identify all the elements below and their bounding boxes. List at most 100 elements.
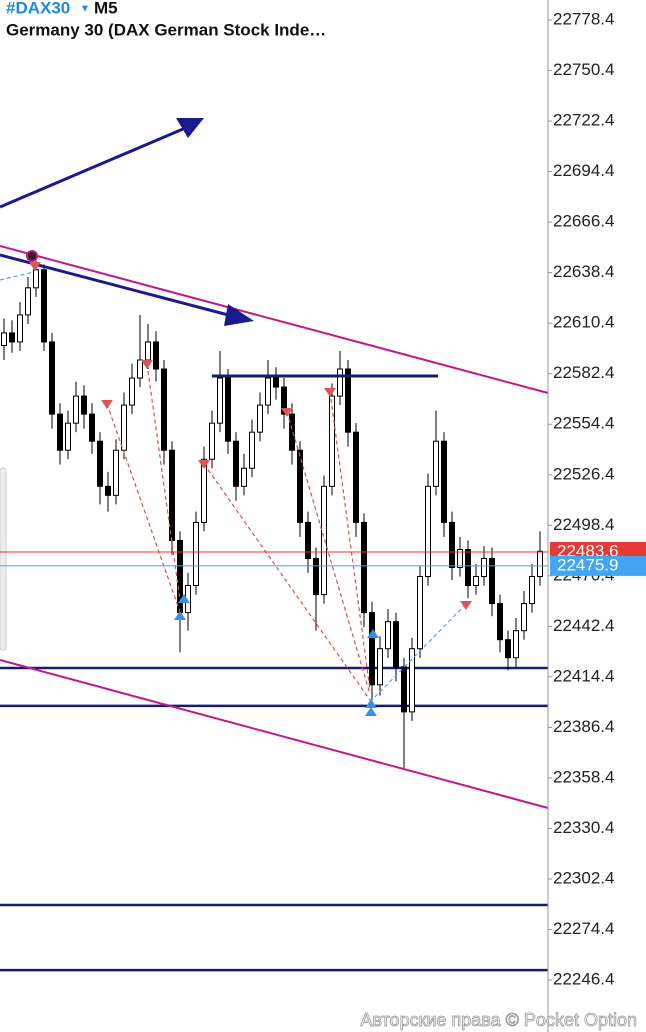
candle-body xyxy=(145,341,151,361)
candle-body xyxy=(89,413,95,442)
candle-body xyxy=(1,332,7,347)
trend-arrow xyxy=(0,253,237,319)
candle-body xyxy=(369,612,375,686)
candle-body xyxy=(521,603,527,632)
candle-body xyxy=(537,550,543,578)
candle-body xyxy=(33,269,39,289)
candle-body xyxy=(49,341,55,415)
y-tick-label: 22330.4 xyxy=(553,818,614,837)
sell-markers xyxy=(29,262,472,610)
candle-body xyxy=(345,368,351,433)
arrow-head xyxy=(224,304,254,326)
candle-body xyxy=(233,440,239,487)
candle-body xyxy=(433,440,439,487)
signal-line xyxy=(369,603,467,703)
candle-body xyxy=(225,377,231,442)
candle-body xyxy=(529,576,535,605)
timeframe[interactable]: M5 xyxy=(94,0,118,17)
candle-body xyxy=(9,332,15,343)
candle-body xyxy=(329,395,335,487)
candle-body xyxy=(489,557,495,605)
ask-label-box xyxy=(550,555,646,576)
signal-line xyxy=(0,271,35,281)
buy-markers xyxy=(174,594,379,716)
candle-body xyxy=(513,630,519,659)
bid-label: 22483.6 xyxy=(557,541,618,560)
side-panel-handle[interactable] xyxy=(0,467,7,651)
candle-body xyxy=(465,548,471,587)
candle-body xyxy=(113,449,119,496)
candle-body xyxy=(297,449,303,523)
candle-body xyxy=(417,576,423,650)
candle-body xyxy=(137,359,143,379)
y-tick-label: 22274.4 xyxy=(553,919,614,938)
y-tick-label: 22498.4 xyxy=(553,515,614,534)
y-tick-label: 22246.4 xyxy=(553,970,614,989)
candle-body xyxy=(337,368,343,397)
candle-body xyxy=(457,548,463,569)
candle-body xyxy=(401,666,407,713)
candle-body xyxy=(305,521,311,559)
channel-line xyxy=(0,659,549,809)
y-tick-label: 22666.4 xyxy=(553,212,614,231)
arrow-head xyxy=(176,118,204,138)
candle-body xyxy=(73,395,79,424)
candle-body xyxy=(385,621,391,650)
y-tick-label: 22722.4 xyxy=(553,111,614,130)
candle-body xyxy=(393,621,399,668)
trend-arrow xyxy=(0,124,191,209)
y-tick-label: 22442.4 xyxy=(553,616,614,635)
y-tick-label: 22554.4 xyxy=(553,414,614,433)
candle-body xyxy=(289,413,295,451)
candle-body xyxy=(201,458,207,523)
candle-body xyxy=(25,287,31,316)
candle-body xyxy=(81,395,87,415)
signal-lines xyxy=(106,363,371,701)
watermark: Авторские права © Pocket Option xyxy=(360,1010,637,1030)
candle-body xyxy=(313,557,319,596)
candle-body xyxy=(241,467,247,487)
candle-body xyxy=(497,603,503,641)
candle-body xyxy=(105,485,111,496)
candle-body xyxy=(209,422,215,460)
candle-body xyxy=(161,368,167,451)
y-tick-label: 22694.4 xyxy=(553,161,614,180)
candle-body xyxy=(281,386,287,415)
candle-body xyxy=(217,377,223,424)
anchor-point xyxy=(26,250,38,262)
candle-body xyxy=(321,485,327,596)
y-tick-label: 22386.4 xyxy=(553,717,614,736)
candle-body xyxy=(409,648,415,713)
candle-body xyxy=(65,422,71,451)
candle-body xyxy=(377,648,383,686)
symbol[interactable]: #DAX30 xyxy=(6,0,70,17)
candle-body xyxy=(57,413,63,451)
candle-body xyxy=(257,404,263,433)
candle-body xyxy=(193,521,199,587)
y-tick-label: 22582.4 xyxy=(553,363,614,382)
y-tick-label: 22750.4 xyxy=(553,60,614,79)
instrument-title: Germany 30 (DAX German Stock Inde… xyxy=(6,20,326,39)
candle-body xyxy=(481,557,487,578)
symbol-dropdown[interactable]: ▼ xyxy=(80,4,90,15)
candle-body xyxy=(153,341,159,370)
candle-body xyxy=(249,431,255,469)
candle-body xyxy=(265,377,271,406)
candle-body xyxy=(441,440,447,523)
candle-body xyxy=(129,377,135,406)
y-tick-label: 22358.4 xyxy=(553,767,614,786)
candle-body xyxy=(17,314,23,343)
candle-body xyxy=(473,576,479,587)
candle-body xyxy=(425,485,431,578)
candle-body xyxy=(361,521,367,614)
y-tick-label: 22778.4 xyxy=(553,10,614,29)
y-tick-label: 22638.4 xyxy=(553,262,614,281)
channel-line xyxy=(0,245,549,394)
y-tick-label: 22414.4 xyxy=(553,666,614,685)
ask-label: 22475.9 xyxy=(557,555,618,574)
candle-body xyxy=(505,639,511,659)
drawings xyxy=(0,118,549,809)
y-tick-label: 22302.4 xyxy=(553,868,614,887)
candle-body xyxy=(353,431,359,523)
